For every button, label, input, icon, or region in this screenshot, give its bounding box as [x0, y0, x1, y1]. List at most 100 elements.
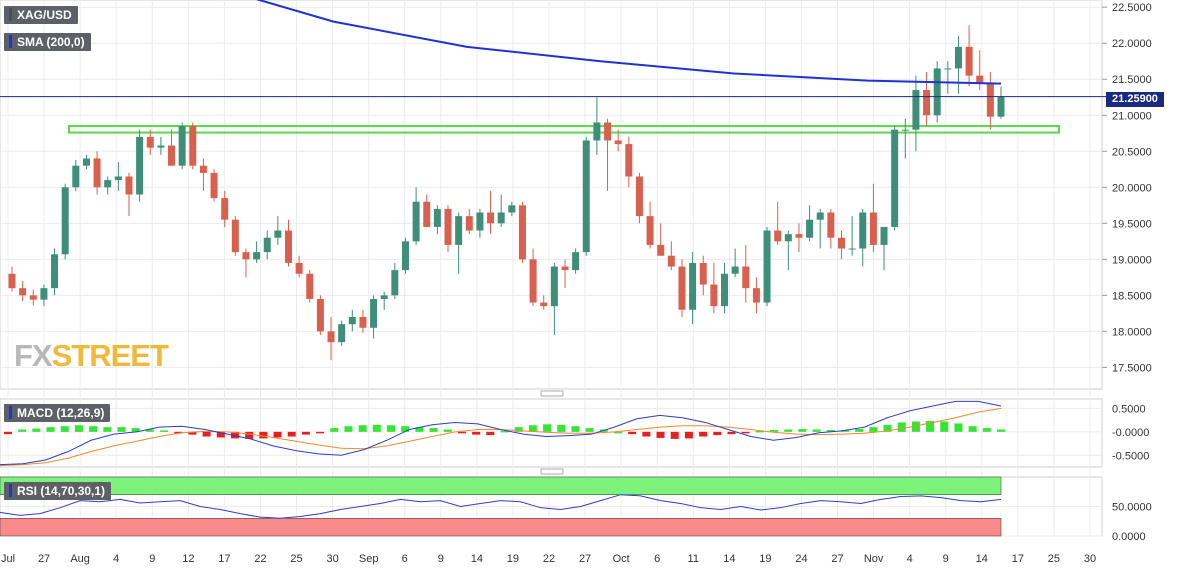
x-tick-label: 6 [402, 553, 408, 565]
macd-histogram-bar [301, 431, 310, 435]
candle-body [93, 158, 101, 188]
macd-histogram-bar [897, 422, 906, 432]
candle-body [242, 252, 250, 260]
macd-histogram-bar [699, 431, 708, 437]
macd-histogram-bar [160, 430, 169, 432]
candle-body [784, 234, 792, 242]
candle-body [359, 316, 367, 328]
current-price-tag: 21.25900 [1106, 92, 1164, 107]
x-tick-label: 4 [113, 553, 119, 565]
x-tick-label: 14 [471, 553, 483, 565]
candle-body [699, 262, 707, 285]
candle-body [295, 262, 303, 274]
macd-y-tick-label: -0.0000 [1112, 427, 1149, 439]
support-zone [68, 125, 1060, 134]
candle-body [168, 145, 176, 166]
candle-body [646, 216, 654, 245]
macd-histogram-bar [429, 428, 438, 432]
macd-histogram-bar [997, 429, 1005, 432]
sma-200-line [255, 0, 1002, 85]
macd-histogram-bar [741, 431, 750, 434]
candle-body [901, 129, 909, 131]
x-tick-label: 25 [1048, 553, 1060, 565]
y-tick-label: 17.5000 [1112, 362, 1152, 374]
main-panel [0, 0, 1103, 390]
macd-histogram-bar [117, 427, 126, 432]
candle-body [848, 248, 856, 250]
candle-body [253, 252, 261, 260]
macd-histogram-bar [89, 426, 98, 432]
sma-swatch [9, 35, 12, 48]
macd-histogram-bar [911, 421, 920, 432]
x-tick-label: 9 [438, 553, 444, 565]
x-tick-label: Aug [70, 553, 90, 565]
candle-body [742, 266, 750, 289]
sma-label: SMA (200,0) [4, 33, 91, 51]
macd-histogram-bar [316, 431, 325, 434]
x-tick-label: 4 [907, 553, 913, 565]
candle-body [678, 266, 686, 310]
candle-body [859, 212, 867, 249]
y-tick-label: 20.0000 [1112, 182, 1152, 194]
macd-histogram-bar [571, 426, 580, 432]
candle-body [721, 273, 729, 307]
candle-body [614, 140, 622, 145]
macd-histogram-bar [684, 431, 693, 439]
candle-body [954, 46, 962, 69]
candle-body [763, 230, 771, 303]
macd-histogram-bar [940, 421, 949, 432]
macd-histogram-bar [131, 428, 140, 432]
rsi-oversold-zone [0, 518, 1002, 537]
candle-body [518, 205, 526, 260]
candle-body [561, 266, 569, 271]
candle-body [104, 180, 112, 188]
candle-body [933, 68, 941, 116]
macd-histogram-bar [46, 427, 55, 432]
x-tick-label: 9 [943, 553, 949, 565]
macd-histogram-bar [344, 426, 353, 432]
macd-histogram-bar [755, 430, 764, 433]
candle-body [837, 237, 845, 249]
macd-histogram-bar [770, 429, 779, 432]
candle-body [146, 136, 154, 148]
rsi-overbought-zone [0, 476, 1002, 495]
macd-histogram-bar [145, 429, 154, 432]
macd-histogram-bar [401, 426, 410, 432]
macd-histogram-bar [457, 431, 466, 434]
candle-body [199, 165, 207, 173]
macd-histogram-bar [713, 431, 722, 436]
candle-body [827, 212, 835, 238]
candle-body [816, 212, 824, 220]
macd-histogram-bar [613, 431, 622, 434]
x-tick-label: 9 [149, 553, 155, 565]
candle-body [401, 241, 409, 271]
candle-body [497, 212, 505, 224]
macd-histogram-bar [642, 431, 651, 437]
x-tick-label: Nov [864, 553, 884, 565]
fxstreet-watermark: FXSTREET [14, 338, 169, 373]
macd-histogram-bar [74, 425, 83, 432]
candle-body [338, 324, 346, 343]
y-tick-label: 19.0000 [1112, 254, 1152, 266]
x-tick-label: 27 [831, 553, 843, 565]
candle-body [487, 212, 495, 224]
macd-histogram-bar [869, 427, 878, 432]
macd-y-tick-label: -0.5000 [1112, 450, 1149, 462]
y-tick-label: 22.0000 [1112, 38, 1152, 50]
candle-body [710, 284, 718, 307]
macd-histogram-bar [982, 428, 991, 432]
candle-body [923, 90, 931, 116]
symbol-label: XAG/USD [4, 6, 78, 24]
x-tick-label: 17 [1012, 553, 1024, 565]
candle-body [891, 129, 899, 227]
candle-body [263, 237, 271, 253]
candle-body [795, 234, 803, 238]
x-tick-label: Oct [613, 553, 630, 565]
candle-body [912, 90, 920, 130]
candle-body [508, 205, 516, 213]
rsi-label: RSI (14,70,30,1) [4, 482, 112, 500]
symbol-swatch [9, 8, 12, 21]
x-tick-label: 19 [507, 553, 519, 565]
candle-body [465, 216, 473, 231]
